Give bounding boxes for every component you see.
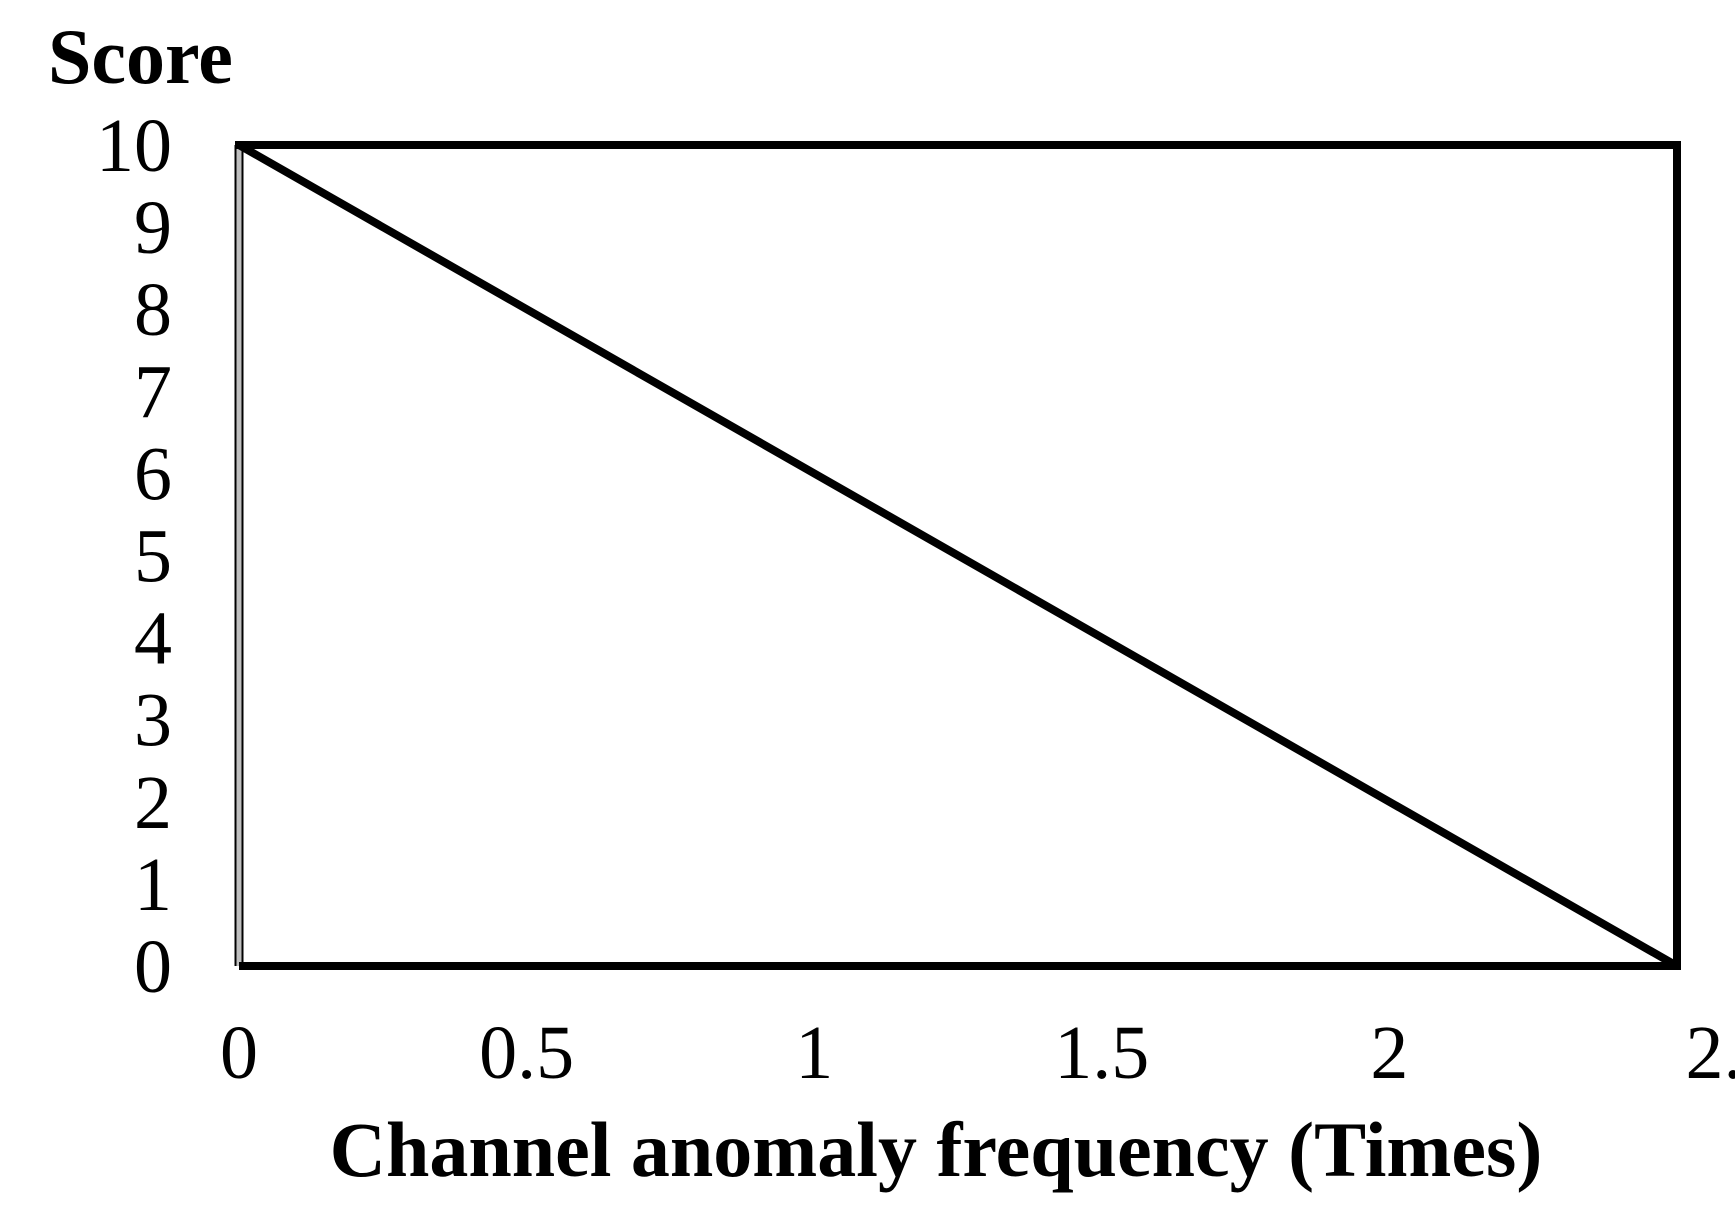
series-line-0 xyxy=(235,141,1681,970)
y-tick-label-5: 5 xyxy=(134,515,172,599)
x-tick-label-2-5: 2.5 xyxy=(1686,1011,1735,1095)
y-axis-label: Score xyxy=(48,13,233,100)
x-tick-label-2: 2 xyxy=(1370,1011,1408,1095)
y-tick-label-7: 7 xyxy=(134,350,172,434)
x-tick-label-0-5: 0.5 xyxy=(479,1011,574,1095)
x-tick-label-1-5: 1.5 xyxy=(1054,1011,1149,1095)
x-axis-label: Channel anomaly frequency (Times) xyxy=(330,1106,1543,1193)
y-tick-label-4: 4 xyxy=(134,597,172,681)
y-tick-label-9: 9 xyxy=(134,186,172,270)
y-tick-label-0: 0 xyxy=(134,925,172,1009)
plot-area xyxy=(234,141,1681,970)
y-tick-label-2: 2 xyxy=(134,761,172,845)
x-tick-label-1: 1 xyxy=(795,1011,833,1095)
y-tick-label-10: 10 xyxy=(96,104,172,188)
y-tick-label-8: 8 xyxy=(134,268,172,352)
y-tick-label-6: 6 xyxy=(134,432,172,516)
x-tick-label-0: 0 xyxy=(220,1011,258,1095)
x-tick-labels: 0 0.5 1 1.5 2 2.5 xyxy=(220,1011,1735,1095)
y-tick-label-1: 1 xyxy=(134,843,172,927)
y-tick-label-3: 3 xyxy=(134,679,172,763)
